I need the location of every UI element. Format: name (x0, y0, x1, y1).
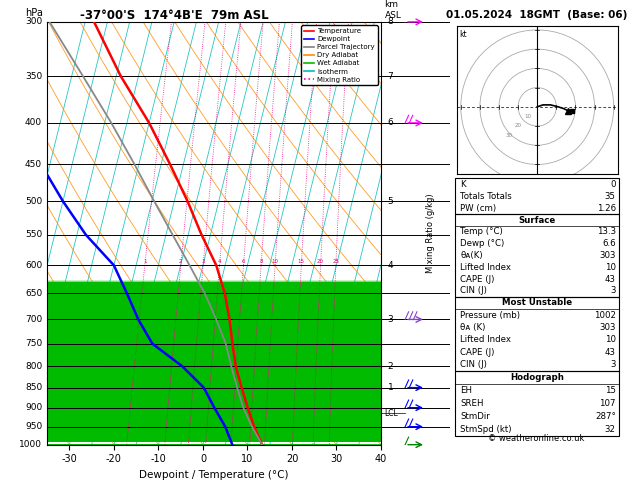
Text: 550: 550 (25, 230, 42, 239)
Text: 650: 650 (25, 289, 42, 298)
Text: 303: 303 (599, 323, 616, 332)
Text: θᴀ (K): θᴀ (K) (460, 323, 486, 332)
Text: 600: 600 (25, 261, 42, 270)
Text: 1: 1 (387, 383, 393, 392)
Text: 20: 20 (317, 260, 324, 264)
Text: 107: 107 (599, 399, 616, 408)
Text: 10: 10 (605, 335, 616, 345)
Text: 3: 3 (610, 286, 616, 295)
Legend: Temperature, Dewpoint, Parcel Trajectory, Dry Adiabat, Wet Adiabat, Isotherm, Mi: Temperature, Dewpoint, Parcel Trajectory… (301, 25, 377, 86)
Text: 287°: 287° (595, 412, 616, 421)
Text: 4: 4 (388, 261, 393, 270)
Text: 800: 800 (25, 362, 42, 371)
Text: 15: 15 (298, 260, 305, 264)
Text: 950: 950 (25, 422, 42, 431)
Text: SREH: SREH (460, 399, 484, 408)
Text: Lifted Index: Lifted Index (460, 263, 511, 272)
Text: 8: 8 (387, 17, 393, 26)
Text: 6: 6 (242, 260, 245, 264)
Text: 750: 750 (25, 339, 42, 348)
Text: 2: 2 (179, 260, 182, 264)
Text: CAPE (J): CAPE (J) (460, 347, 495, 357)
Text: 3: 3 (610, 360, 616, 369)
Bar (455, 296, 620, 371)
Text: 900: 900 (25, 403, 42, 412)
Text: 1000: 1000 (19, 440, 42, 449)
Text: 350: 350 (25, 71, 42, 81)
Text: 4: 4 (218, 260, 221, 264)
Text: 15: 15 (605, 386, 616, 395)
Text: 6.6: 6.6 (602, 239, 616, 248)
Text: CIN (J): CIN (J) (460, 360, 487, 369)
Text: 400: 400 (25, 119, 42, 127)
Bar (455, 178, 620, 214)
Text: 25: 25 (332, 260, 339, 264)
Text: 3: 3 (387, 315, 393, 324)
Text: 43: 43 (605, 347, 616, 357)
Text: Lifted Index: Lifted Index (460, 335, 511, 345)
Text: 6: 6 (387, 119, 393, 127)
Text: θᴀ(K): θᴀ(K) (460, 251, 483, 260)
Text: 500: 500 (25, 197, 42, 206)
Text: 1: 1 (143, 260, 147, 264)
Text: hPa: hPa (26, 8, 43, 17)
Text: 7: 7 (387, 71, 393, 81)
Text: 303: 303 (599, 251, 616, 260)
Text: EH: EH (460, 386, 472, 395)
Text: 8: 8 (259, 260, 263, 264)
Text: 10: 10 (605, 263, 616, 272)
Text: 850: 850 (25, 383, 42, 392)
Text: 1.26: 1.26 (597, 204, 616, 213)
Text: 450: 450 (25, 160, 42, 169)
X-axis label: Dewpoint / Temperature (°C): Dewpoint / Temperature (°C) (140, 470, 289, 480)
Text: CAPE (J): CAPE (J) (460, 275, 495, 283)
Text: 2: 2 (388, 362, 393, 371)
Text: K: K (460, 180, 466, 189)
Text: Mixing Ratio (g/kg): Mixing Ratio (g/kg) (426, 193, 435, 273)
Text: 13.3: 13.3 (597, 227, 616, 236)
Text: Totals Totals: Totals Totals (460, 192, 512, 201)
Title: -37°00'S  174°4B'E  79m ASL: -37°00'S 174°4B'E 79m ASL (80, 9, 269, 22)
Text: 35: 35 (605, 192, 616, 201)
Text: Hodograph: Hodograph (510, 373, 564, 382)
Text: 01.05.2024  18GMT  (Base: 06): 01.05.2024 18GMT (Base: 06) (446, 10, 627, 20)
Text: LCL: LCL (384, 409, 398, 418)
Bar (455, 371, 620, 436)
Text: 300: 300 (25, 17, 42, 26)
Text: StmSpd (kt): StmSpd (kt) (460, 425, 512, 434)
Text: PW (cm): PW (cm) (460, 204, 496, 213)
Text: 0: 0 (610, 180, 616, 189)
Text: Pressure (mb): Pressure (mb) (460, 311, 520, 320)
Text: Most Unstable: Most Unstable (502, 298, 572, 307)
Text: 43: 43 (605, 275, 616, 283)
Text: 3: 3 (201, 260, 205, 264)
Text: 700: 700 (25, 315, 42, 324)
Text: Temp (°C): Temp (°C) (460, 227, 503, 236)
Text: StmDir: StmDir (460, 412, 490, 421)
Text: CIN (J): CIN (J) (460, 286, 487, 295)
Text: 10: 10 (272, 260, 279, 264)
Text: Surface: Surface (519, 216, 556, 225)
Text: Dewp (°C): Dewp (°C) (460, 239, 504, 248)
Text: 5: 5 (387, 197, 393, 206)
Bar (455, 214, 620, 296)
Text: km
ASL: km ASL (384, 0, 401, 20)
Text: 1002: 1002 (594, 311, 616, 320)
Text: 32: 32 (605, 425, 616, 434)
Text: © weatheronline.co.uk: © weatheronline.co.uk (488, 434, 584, 443)
